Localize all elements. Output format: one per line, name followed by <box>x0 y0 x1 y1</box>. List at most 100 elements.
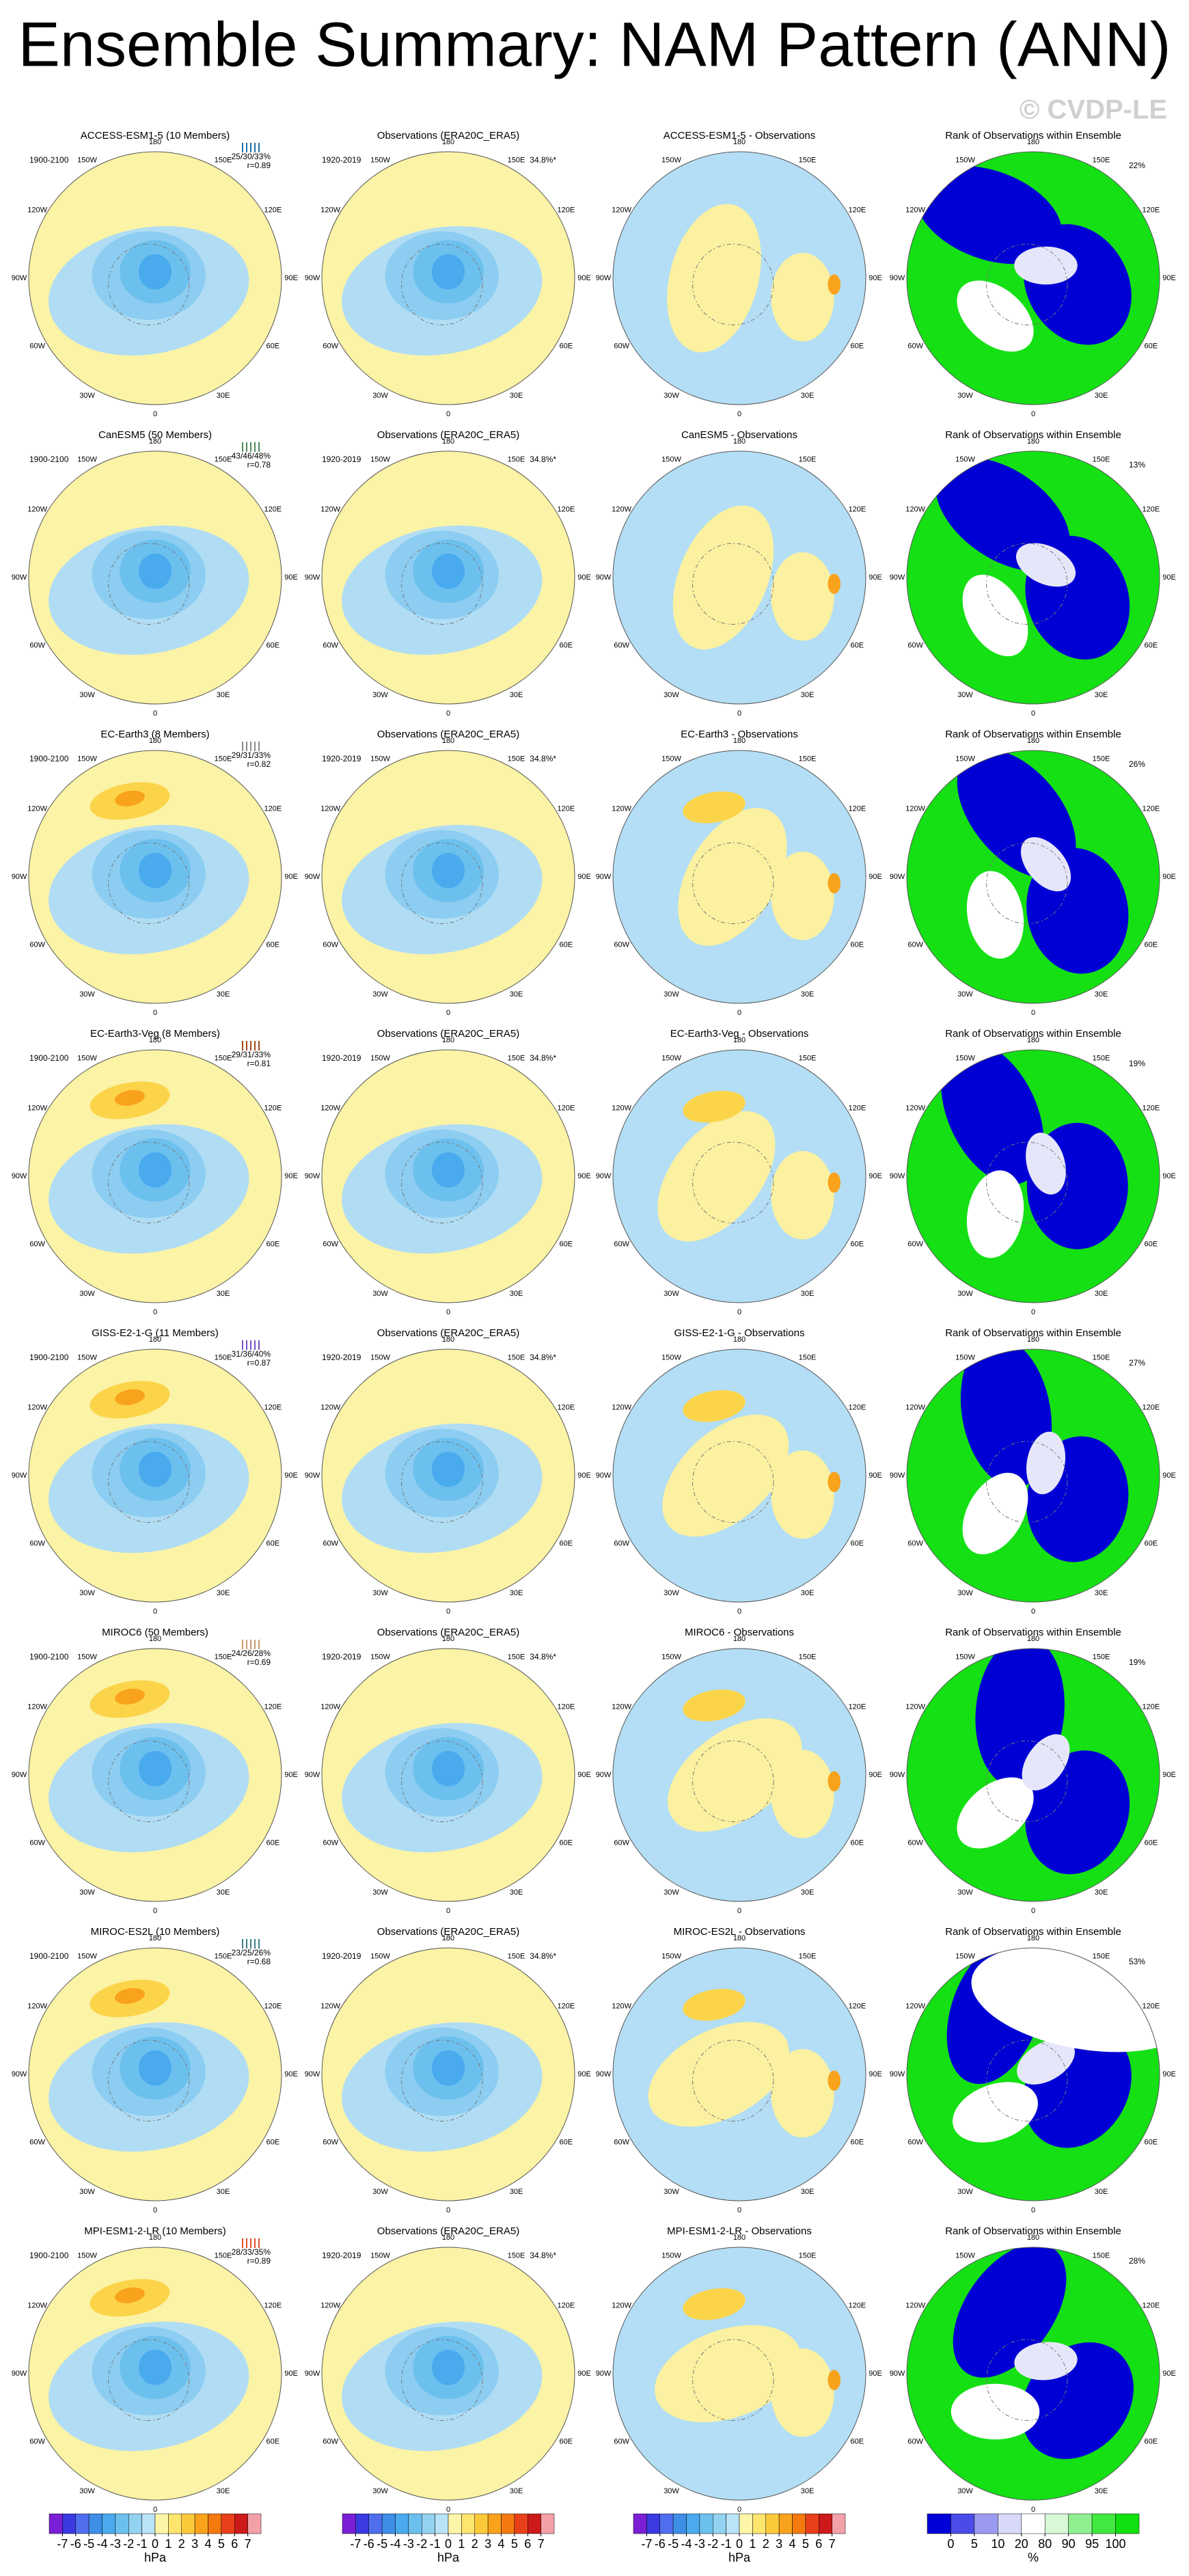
longitude-label: 60E <box>1145 1539 1158 1547</box>
longitude-label: 60E <box>851 342 864 350</box>
colorbar-swatch <box>234 2513 248 2534</box>
map-border <box>906 1348 1160 1603</box>
longitude-label: 60W <box>323 2138 338 2146</box>
colorbar-swatch <box>686 2513 700 2534</box>
longitude-label: 120W <box>905 206 925 214</box>
longitude-label: 30W <box>372 691 388 699</box>
longitude-label: 90E <box>577 1172 591 1180</box>
longitude-label: 120W <box>905 505 925 513</box>
obs-title: Observations (ERA20C_ERA5) <box>377 2225 519 2237</box>
colorbar-label: 6 <box>231 2537 238 2551</box>
longitude-label: 120E <box>557 505 575 513</box>
longitude-label: 180 <box>442 737 454 745</box>
field-region <box>771 2348 834 2437</box>
longitude-label: 60E <box>1145 342 1158 350</box>
field-region <box>138 1152 172 1188</box>
field-region <box>683 1689 746 1722</box>
obs-title: Observations (ERA20C_ERA5) <box>377 1327 519 1339</box>
longitude-label: 120E <box>848 2002 866 2010</box>
longitude-label: 120E <box>848 2301 866 2309</box>
colorbar-label: -6 <box>655 2537 666 2551</box>
longitude-label: 30E <box>217 1589 230 1597</box>
longitude-label: 60E <box>1145 2138 1158 2146</box>
longitude-label: 30E <box>217 2487 230 2495</box>
longitude-label: 90E <box>284 1172 298 1180</box>
longitude-label: 90E <box>284 1771 298 1779</box>
field-region <box>431 2349 465 2385</box>
field-region <box>771 1151 834 1240</box>
longitude-label: 120E <box>1142 2002 1160 2010</box>
longitude-label: 90W <box>890 873 905 881</box>
period: 1900-2100 <box>29 1353 69 1362</box>
longitude-label: 90E <box>577 573 591 582</box>
longitude-label: 120E <box>264 2002 282 2010</box>
longitude-label: 90W <box>12 873 27 881</box>
longitude-label: 90E <box>577 1472 591 1480</box>
field-region <box>138 254 172 290</box>
longitude-label: 150E <box>799 1953 817 1961</box>
coastline <box>986 1740 1068 1822</box>
colorbar-swatch <box>168 2513 182 2534</box>
colorbar-swatch <box>368 2513 383 2534</box>
longitude-label: 150W <box>370 456 390 464</box>
longitude-label: 120E <box>557 804 575 813</box>
stats: 23/25/26% <box>232 1948 271 1957</box>
correlation: r=0.78 <box>247 460 271 470</box>
map-border <box>28 1348 282 1603</box>
colorbar-swatch <box>805 2513 819 2534</box>
longitude-label: 60W <box>614 1839 629 1847</box>
correlation: r=0.81 <box>247 1059 271 1068</box>
longitude-label: 30E <box>801 990 815 999</box>
longitude-label: 30E <box>1095 1290 1108 1298</box>
longitude-label: 60E <box>266 342 280 350</box>
map-border <box>612 1947 866 2201</box>
obs-pct: 34.8%* <box>530 2251 556 2260</box>
map <box>29 1050 282 1303</box>
colorbar-swatch <box>49 2513 63 2534</box>
colorbar-label: 2 <box>178 2537 185 2551</box>
colorbar-unit: % <box>1028 2551 1039 2564</box>
longitude-label: 90W <box>890 2370 905 2378</box>
longitude-label: 150W <box>955 1354 975 1362</box>
coastline <box>108 543 190 625</box>
diff-title: CanESM5 - Observations <box>681 429 797 441</box>
obs-title: Observations (ERA20C_ERA5) <box>377 1627 519 1638</box>
colorbar-unit: hPa <box>144 2551 167 2564</box>
colorbar-label: 95 <box>1085 2537 1099 2551</box>
colorbar-label: 1 <box>749 2537 756 2551</box>
coastline <box>108 2339 190 2421</box>
longitude-label: 120W <box>27 2002 47 2010</box>
longitude-label: 150E <box>1093 2252 1110 2260</box>
longitude-label: 90W <box>12 1472 27 1480</box>
longitude-label: 30W <box>372 1290 388 1298</box>
map-border <box>321 1947 575 2201</box>
longitude-label: 90E <box>284 1472 298 1480</box>
map <box>322 152 575 405</box>
longitude-label: 150E <box>508 456 525 464</box>
longitude-label: 30E <box>510 1888 523 1897</box>
stats: 29/31/33% <box>232 750 271 760</box>
longitude-label: 120W <box>905 2002 925 2010</box>
longitude-label: 120W <box>27 1403 47 1411</box>
longitude-label: 30E <box>510 1290 523 1298</box>
longitude-label: 60W <box>907 1539 923 1547</box>
colorbar-swatch <box>752 2513 766 2534</box>
field-region <box>828 2070 840 2091</box>
rank-pct: 26% <box>1129 759 1145 769</box>
longitude-label: 60E <box>266 2437 280 2445</box>
longitude-label: 90W <box>12 274 27 282</box>
period: 1900-2100 <box>29 1652 69 1662</box>
longitude-label: 30W <box>79 2188 95 2196</box>
field-region <box>683 1988 746 2021</box>
longitude-label: 30W <box>664 392 679 400</box>
longitude-label: 90E <box>1162 274 1176 282</box>
longitude-label: 30W <box>79 1589 95 1597</box>
longitude-label: 120W <box>27 2301 47 2309</box>
stats: 25/30/33% <box>232 152 271 161</box>
map <box>907 750 1160 1003</box>
longitude-label: 90E <box>284 2070 298 2078</box>
colorbar-swatch <box>819 2513 832 2534</box>
longitude-label: 180 <box>149 1635 161 1643</box>
longitude-label: 150E <box>799 1354 817 1362</box>
longitude-label: 0 <box>446 1608 450 1616</box>
